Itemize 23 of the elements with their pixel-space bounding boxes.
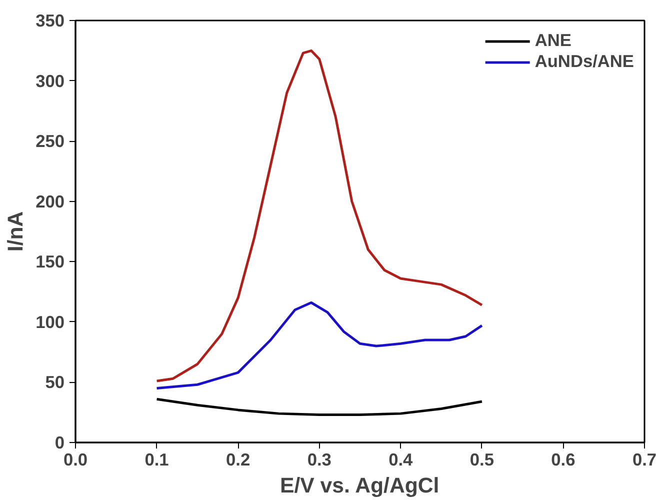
legend-label: ANE bbox=[534, 30, 572, 51]
y-tick-label: 300 bbox=[36, 70, 65, 91]
line-series bbox=[156, 49, 484, 382]
x-tick-label: 0.4 bbox=[388, 450, 414, 470]
y-tick-label: 50 bbox=[45, 372, 65, 392]
line-series bbox=[156, 301, 484, 390]
y-tick-label: 200 bbox=[36, 191, 65, 212]
x-tick-label: 0.1 bbox=[144, 450, 170, 470]
x-tick-label: 0.0 bbox=[63, 450, 88, 470]
x-tick-label: 0.7 bbox=[632, 450, 657, 470]
x-tick-label: 0.6 bbox=[551, 450, 576, 470]
line-series bbox=[156, 398, 484, 416]
legend-label: AuNDs/ANE bbox=[534, 51, 634, 72]
x-tick-label: 0.3 bbox=[307, 450, 332, 470]
y-tick-label: 150 bbox=[36, 252, 65, 272]
y-tick-label: 0 bbox=[54, 432, 65, 452]
y-tick-label: 100 bbox=[36, 312, 65, 332]
x-tick-label: 0.2 bbox=[226, 450, 250, 470]
y-axis-title: I/nA bbox=[4, 211, 28, 252]
x-tick-label: 0.5 bbox=[470, 450, 494, 470]
y-tick-label: 350 bbox=[36, 10, 65, 30]
y-tick-label: 250 bbox=[36, 131, 65, 152]
x-axis-title: E/V vs. Ag/AgCl bbox=[280, 474, 440, 498]
